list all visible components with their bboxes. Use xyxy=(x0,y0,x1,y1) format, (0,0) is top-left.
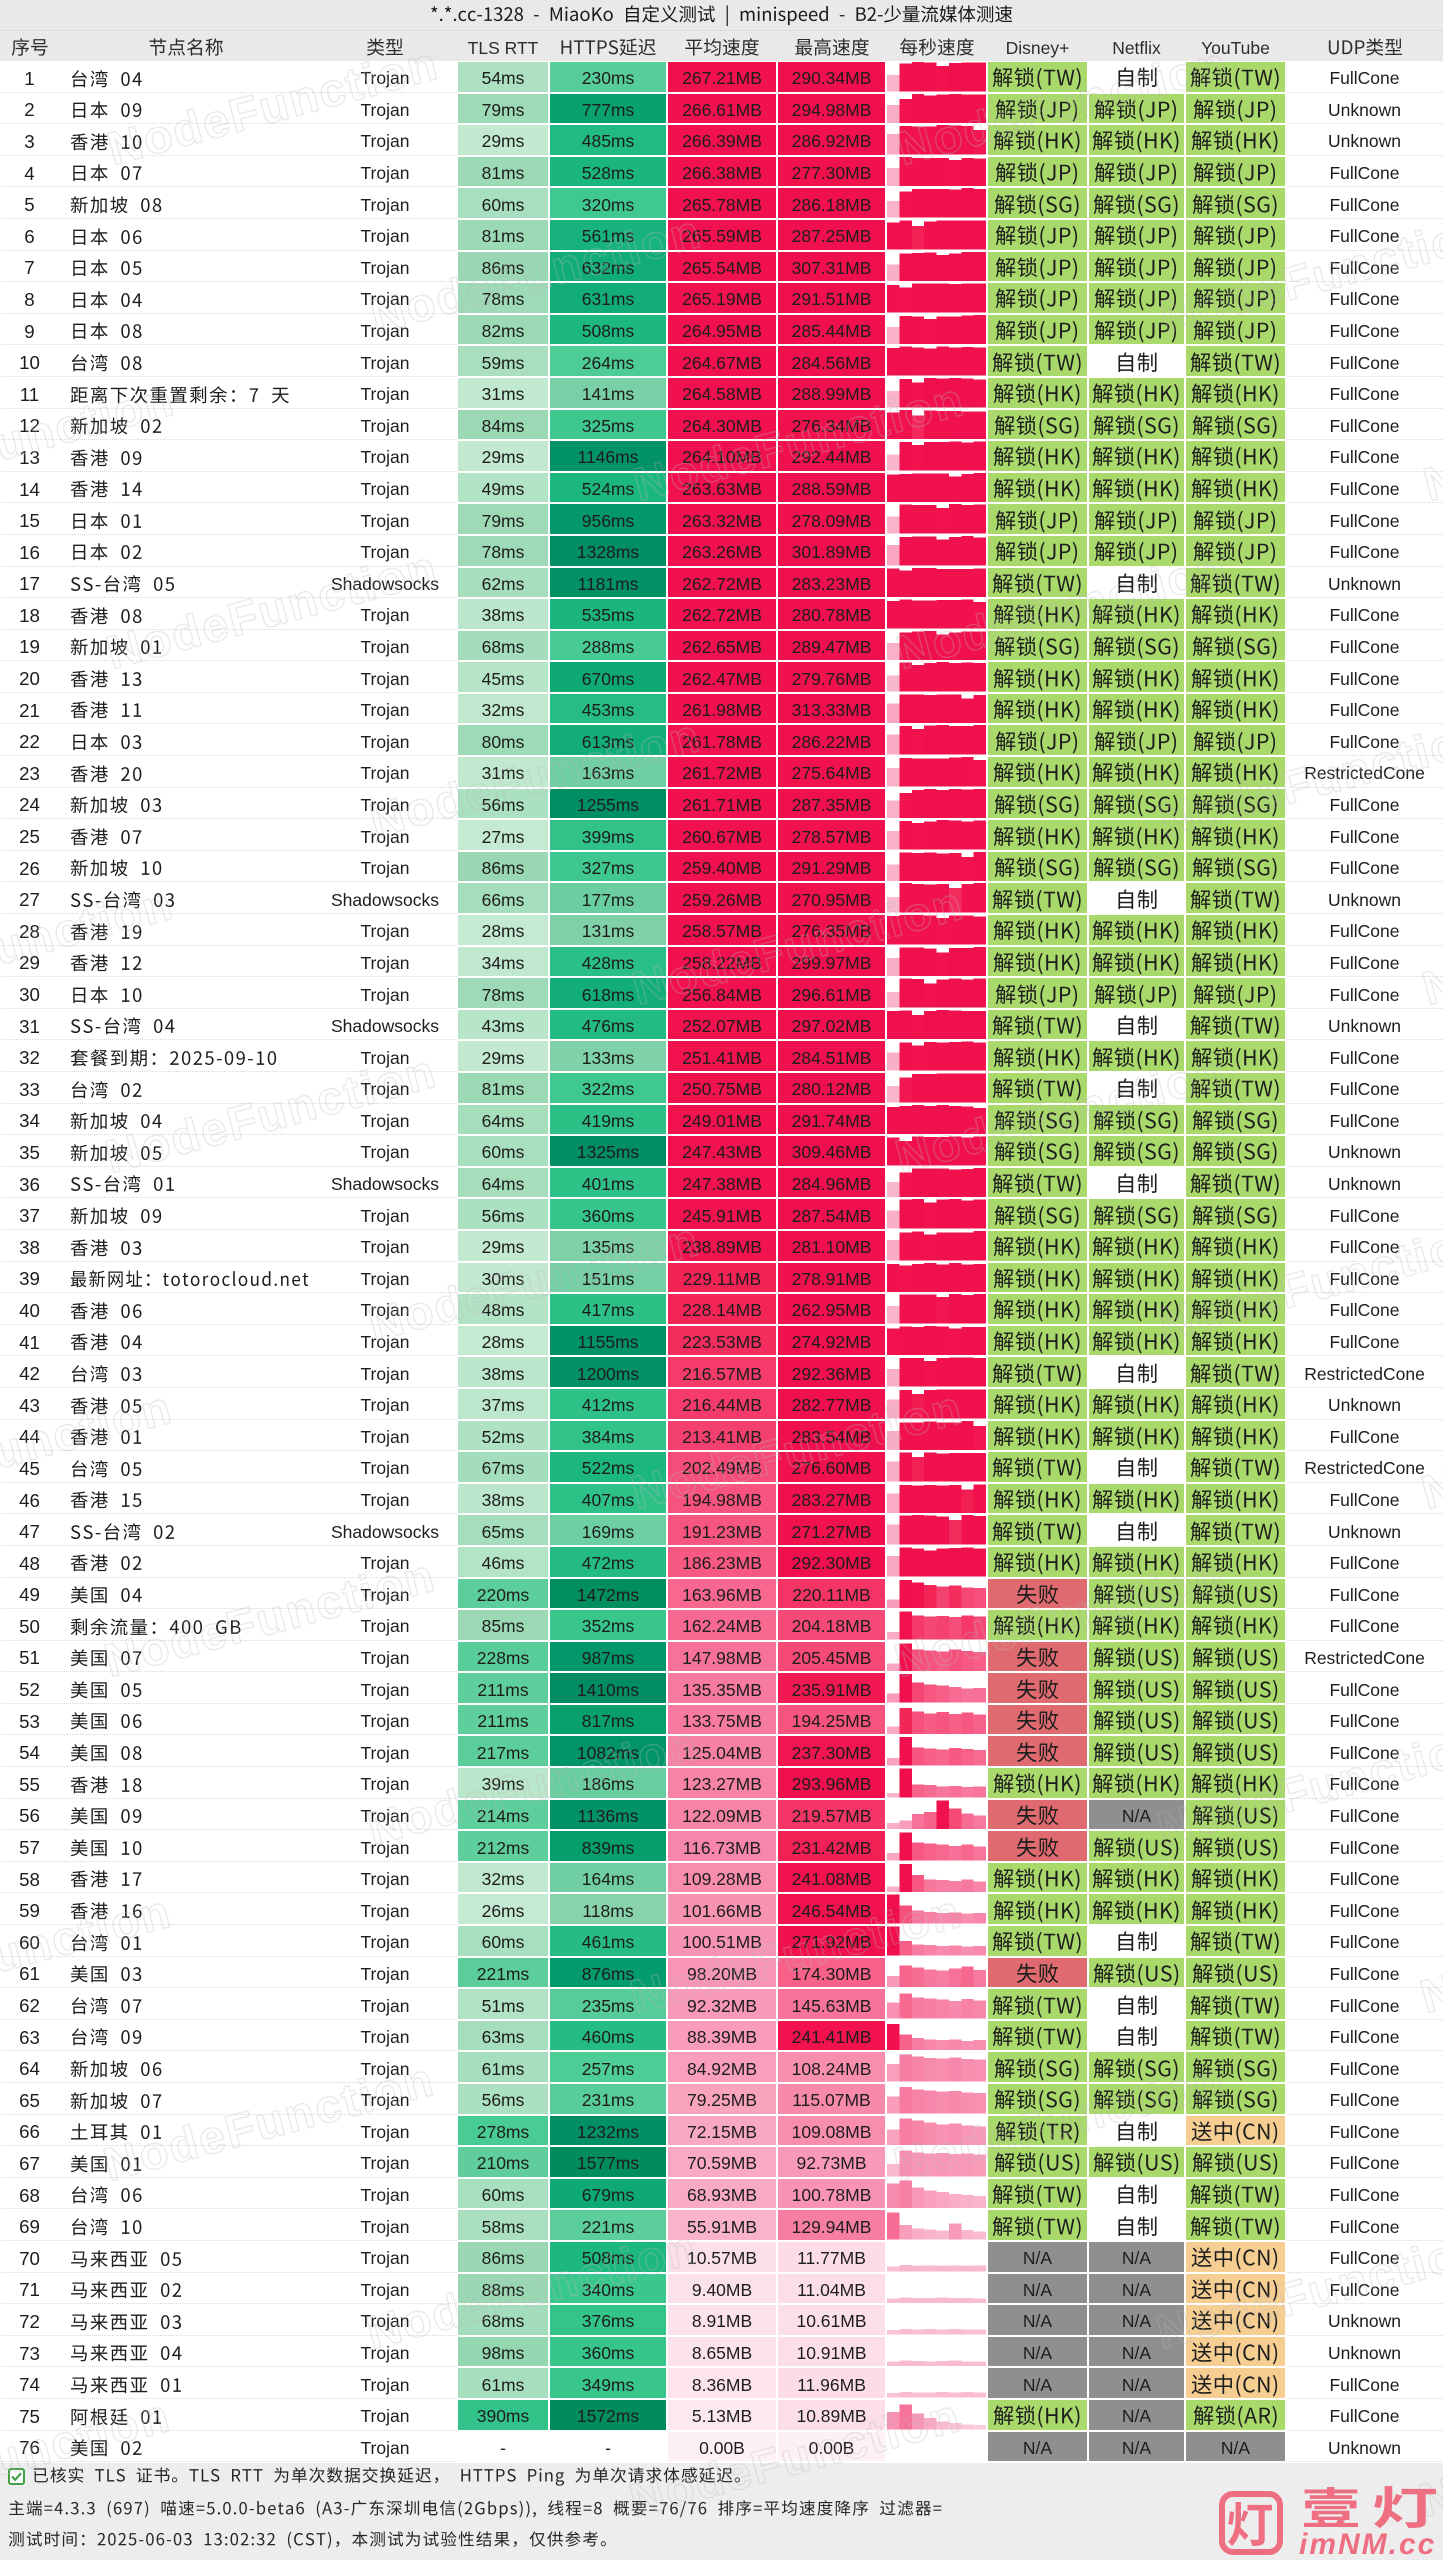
svg-text:imNM.cc: imNM.cc xyxy=(1299,2528,1436,2560)
